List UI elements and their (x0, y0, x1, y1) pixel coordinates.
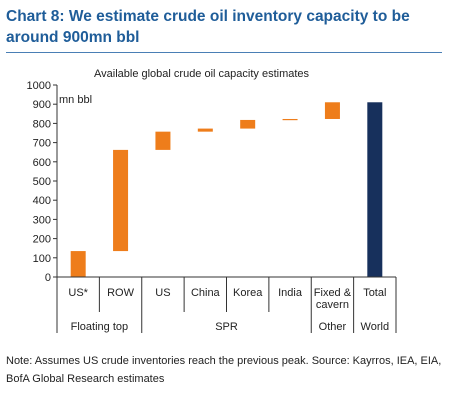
y-tick-label: 100 (33, 253, 51, 265)
bar-korea (240, 119, 256, 129)
x-group-label: SPR (215, 321, 238, 333)
x-group-label: Floating top (71, 321, 128, 333)
x-category-label: China (191, 287, 221, 299)
y-tick-label: 600 (33, 157, 51, 169)
x-axis: US* ROW US China Korea India Fixed & cavern Tota… (56, 276, 397, 333)
bar-total (367, 102, 383, 277)
y-tick-label: 500 (33, 176, 51, 188)
y-tick-label: 700 (33, 138, 51, 150)
y-axis: 0 100 200 300 400 500 600 700 800 900 1000 (27, 80, 58, 284)
bar-us (155, 131, 171, 150)
bar-fixed-cavern (324, 102, 340, 119)
bar-india (282, 118, 298, 121)
bar-china (197, 128, 213, 132)
x-group-label: World (361, 321, 390, 333)
y-tick-label: 200 (33, 234, 51, 246)
y-tick-label: 800 (33, 118, 51, 130)
bar-row (113, 149, 129, 252)
heading-rule (6, 52, 442, 53)
x-category-label: India (278, 287, 303, 299)
y-tick-label: 1000 (27, 80, 51, 92)
x-category-label: Fixed & cavern (314, 287, 352, 311)
x-group-label: Other (319, 321, 347, 333)
y-tick-label: 400 (33, 195, 51, 207)
y-tick-label: 0 (45, 272, 51, 284)
x-category-label: Korea (233, 287, 263, 299)
x-category-label: ROW (107, 287, 135, 299)
x-category-label: Total (363, 287, 386, 299)
chart-heading: Chart 8: We estimate crude oil inventory… (6, 8, 410, 46)
bar-us (70, 251, 86, 277)
x-category-label: US* (68, 287, 88, 299)
x-category-label: US (155, 287, 170, 299)
chart-subtitle: Available global crude oil capacity esti… (94, 68, 310, 80)
y-tick-label: 900 (33, 99, 51, 111)
footnote: Note: Assumes US crude inventories reach… (6, 355, 442, 385)
bars (70, 102, 383, 277)
y-tick-label: 300 (33, 214, 51, 226)
y-axis-unit-label: mn bbl (59, 94, 92, 106)
